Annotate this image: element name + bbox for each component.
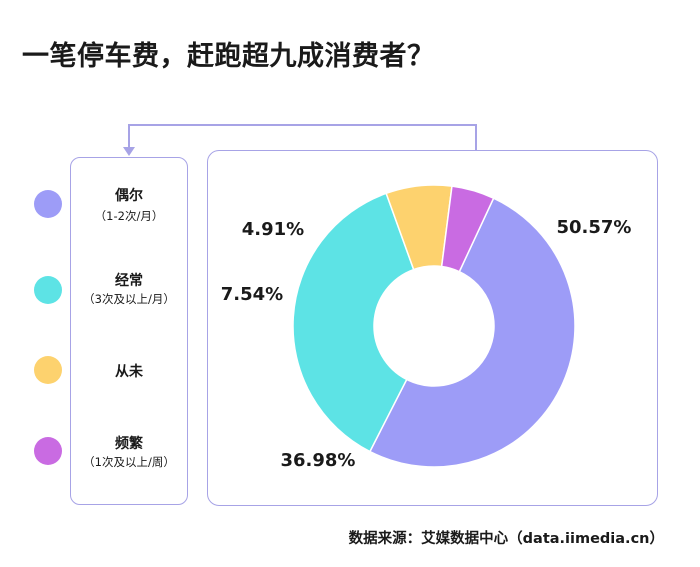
legend-sub-occasional: （1-2次/月） [94,209,164,223]
legend-label-occasional: 偶尔 [115,188,143,204]
legend-swatch-frequent [34,437,62,465]
chart-panel [207,150,658,506]
legend-label-often: 经常 [115,273,143,289]
slice-frequent [440,185,495,273]
legend-sub-often: （3次及以上/月） [83,292,175,306]
slice-occasional [368,197,576,468]
legend-swatch-often [34,276,62,304]
legend-label-frequent: 频繁 [115,436,143,452]
legend-panel [70,157,188,505]
legend-label-never: 从未 [115,364,143,380]
source-note: 数据来源：艾媒数据中心（data.iimedia.cn） [348,531,664,547]
data-label-frequent: 4.91% [242,219,304,240]
slice-often [292,192,415,453]
legend-swatch-occasional [34,190,62,218]
data-label-never: 7.54% [221,284,283,305]
data-label-often: 36.98% [281,450,356,471]
legend-swatch-never [34,356,62,384]
data-label-occasional: 50.57% [557,217,632,238]
legend-sub-frequent: （1次及以上/周） [83,455,175,469]
chart-title: 一笔停车费，赶跑超九成消费者？ [22,41,435,72]
